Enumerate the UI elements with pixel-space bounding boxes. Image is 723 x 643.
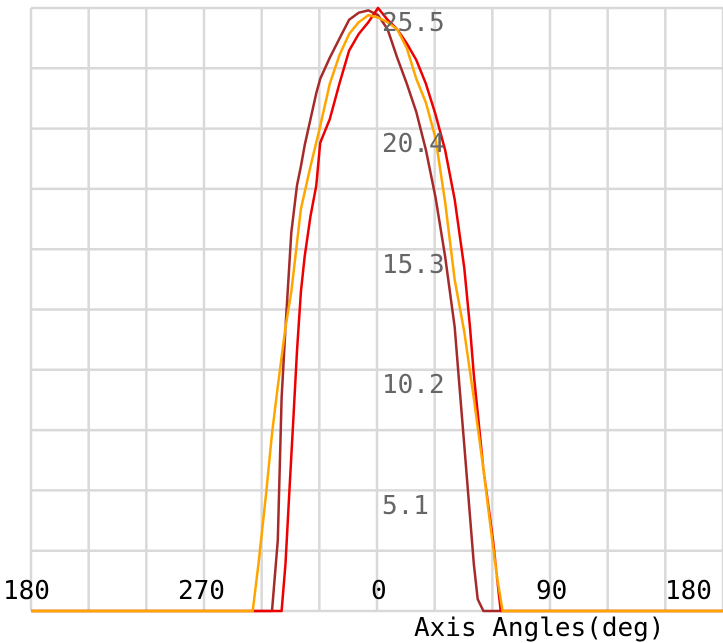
- x-tick-label: 180: [665, 576, 712, 606]
- y-tick-label: 20.4: [382, 129, 445, 159]
- x-tick-label: 180: [3, 576, 50, 606]
- y-tick-labels: 5.1 10.2 15.3 20.4 25.5: [382, 8, 445, 521]
- x-axis-label: Axis Angles(deg): [414, 613, 664, 643]
- series-line: [31, 13, 723, 613]
- series-group: [31, 6, 723, 613]
- x-tick-label: 0: [371, 576, 387, 606]
- series-line: [31, 6, 723, 613]
- x-tick-label: 270: [178, 576, 225, 606]
- y-tick-label: 10.2: [382, 370, 445, 400]
- x-tick-label: 90: [536, 576, 567, 606]
- y-tick-label: 25.5: [382, 8, 445, 38]
- gridlines: [29, 6, 723, 613]
- y-tick-label: 15.3: [382, 250, 445, 280]
- series-line: [31, 9, 723, 613]
- y-tick-label: 5.1: [382, 491, 429, 521]
- x-tick-labels: 180 270 0 90 180: [3, 576, 712, 606]
